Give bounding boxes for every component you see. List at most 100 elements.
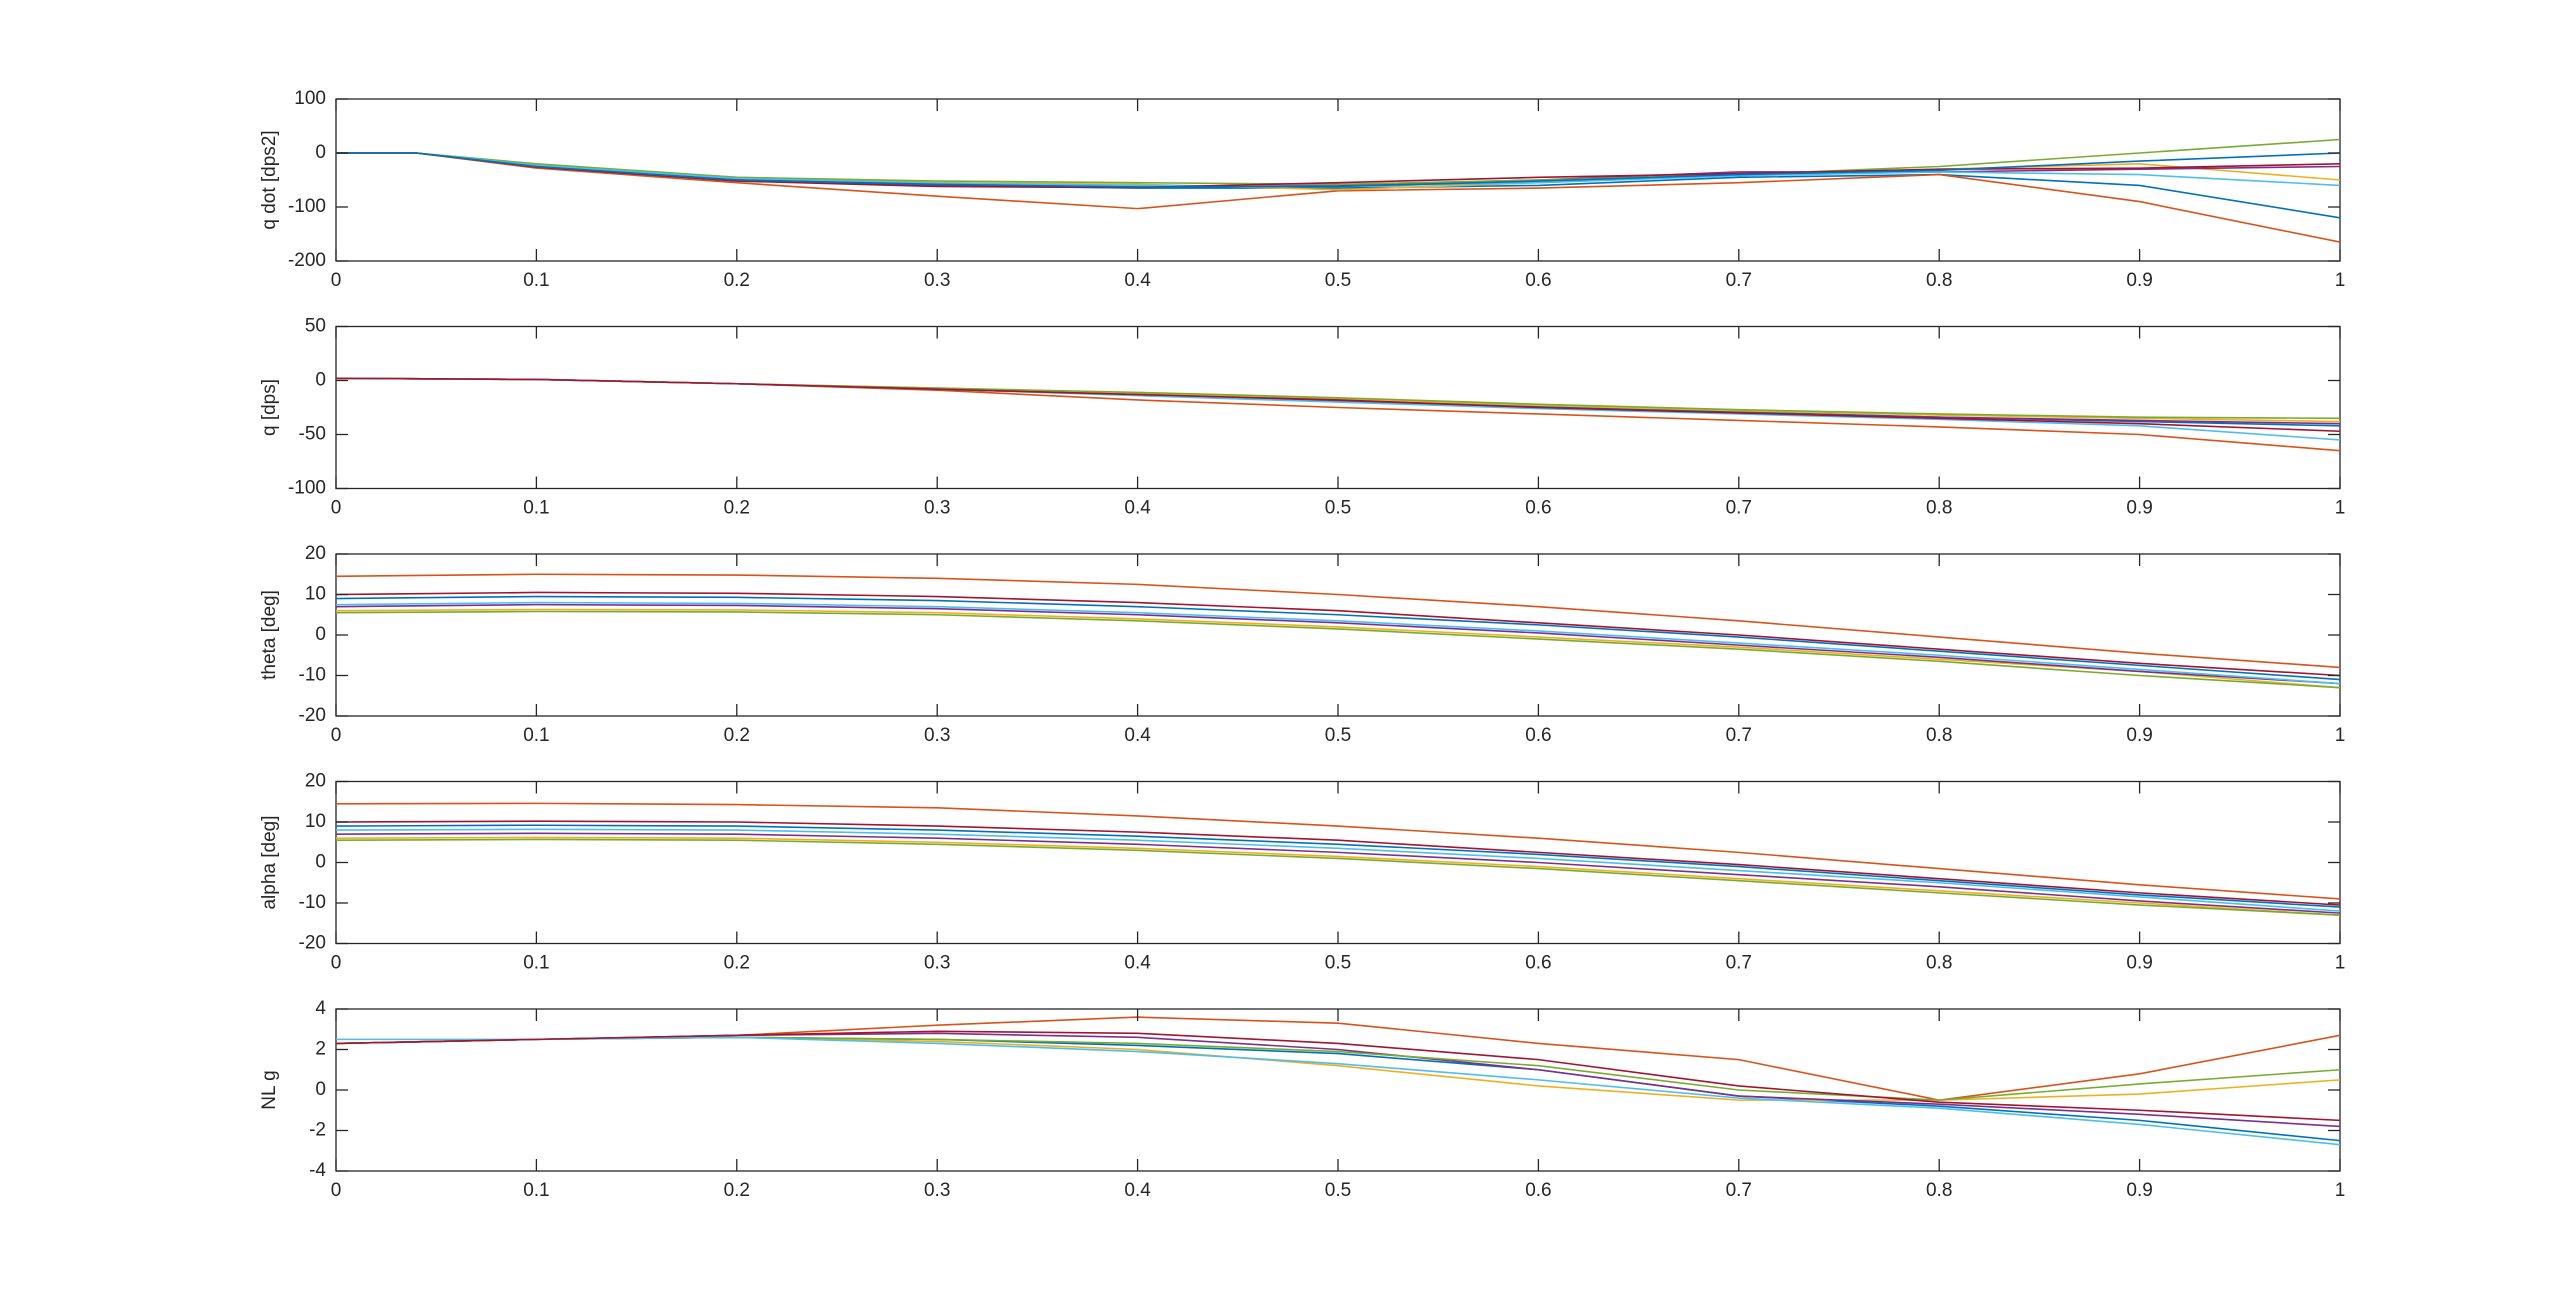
y-tick-label: 20 — [305, 543, 326, 564]
x-tick-label: 0.8 — [1926, 498, 1952, 519]
plot-area — [336, 573, 2340, 689]
plot-area — [336, 138, 2340, 243]
x-tick-label: 0.2 — [724, 725, 750, 746]
series-line — [336, 838, 2340, 916]
series-line — [336, 601, 2340, 685]
series-line — [336, 828, 2340, 912]
series-line — [336, 820, 2340, 906]
x-tick-label: 0.8 — [1926, 953, 1952, 974]
x-tick-label: 0.2 — [724, 498, 750, 519]
x-tick-label: 0 — [331, 953, 342, 974]
x-tick-label: 0.9 — [2126, 270, 2152, 291]
x-tick-label: 1 — [2335, 270, 2346, 291]
y-tick-label: 50 — [305, 316, 326, 337]
series-line — [336, 608, 2340, 689]
x-tick-label: 0.7 — [1726, 725, 1752, 746]
series-line — [336, 138, 2340, 186]
subplot: 0 0.1 0.2 0.3 0.4 0.5 0.6 0.7 0.8 0.9 1 -100 -50 0 50 q… — [259, 316, 2345, 519]
series-line — [336, 836, 2340, 916]
x-tick-label: 0.8 — [1926, 725, 1952, 746]
x-tick-label: 0.7 — [1726, 498, 1752, 519]
x-tick-label: 0.9 — [2126, 953, 2152, 974]
x-tick-label: 0.5 — [1325, 725, 1351, 746]
y-tick-label: 0 — [315, 1079, 326, 1100]
x-tick-label: 0.5 — [1325, 498, 1351, 519]
x-tick-label: 0 — [331, 1180, 342, 1201]
y-tick-label: -20 — [299, 933, 326, 954]
y-tick-label: 20 — [305, 771, 326, 792]
x-tick-label: 0.8 — [1926, 270, 1952, 291]
x-tick-label: 0.7 — [1726, 1180, 1752, 1201]
x-tick-label: 0.4 — [1124, 953, 1151, 974]
x-tick-label: 0.6 — [1525, 725, 1551, 746]
x-tick-label: 0.3 — [924, 270, 950, 291]
x-tick-label: 0.1 — [523, 270, 549, 291]
x-tick-label: 0.6 — [1525, 953, 1551, 974]
axes-box — [335, 553, 2341, 717]
y-axis-label: q [dps] — [259, 379, 280, 436]
x-tick-label: 0.3 — [924, 1180, 950, 1201]
x-tick-label: 0.2 — [724, 1180, 750, 1201]
x-tick-label: 0.4 — [1124, 270, 1151, 291]
plot-area — [336, 1016, 2340, 1146]
y-axis-label: theta [deg] — [259, 590, 280, 680]
y-tick-label: -100 — [288, 196, 326, 217]
subplot: 0 0.1 0.2 0.3 0.4 0.5 0.6 0.7 0.8 0.9 1 -200 -100 0 10… — [259, 88, 2345, 291]
x-tick-label: 1 — [2335, 725, 2346, 746]
series-line — [336, 824, 2340, 908]
x-tick-label: 0.4 — [1124, 498, 1151, 519]
y-tick-label: -2 — [309, 1120, 326, 1141]
x-tick-label: 1 — [2335, 498, 2346, 519]
y-tick-label: -10 — [299, 892, 326, 913]
y-axis-label: NL g — [259, 1070, 280, 1109]
axes-box — [335, 98, 2341, 262]
series-line — [336, 152, 2340, 188]
series-line — [336, 603, 2340, 685]
axes-box — [335, 1008, 2341, 1172]
x-tick-label: 0.6 — [1525, 1180, 1551, 1201]
series-line — [336, 573, 2340, 669]
x-tick-label: 0 — [331, 725, 342, 746]
y-tick-label: 4 — [315, 998, 326, 1019]
x-tick-label: 0.1 — [523, 725, 549, 746]
x-tick-label: 0.9 — [2126, 725, 2152, 746]
x-tick-label: 0.9 — [2126, 1180, 2152, 1201]
series-line — [336, 1030, 2340, 1122]
series-line — [336, 802, 2340, 900]
x-tick-label: 0.3 — [924, 725, 950, 746]
y-tick-label: 10 — [305, 584, 326, 605]
plot-area — [336, 802, 2340, 916]
y-axis-label: alpha [deg] — [259, 815, 280, 909]
x-tick-label: 1 — [2335, 1180, 2346, 1201]
series-line — [336, 832, 2340, 914]
x-tick-label: 0 — [331, 498, 342, 519]
x-tick-label: 0.1 — [523, 953, 549, 974]
y-tick-label: 0 — [315, 142, 326, 163]
series-line — [336, 610, 2340, 689]
series-line — [336, 152, 2340, 243]
x-tick-label: 0 — [331, 270, 342, 291]
x-tick-label: 0.1 — [523, 498, 549, 519]
plot-area — [336, 377, 2340, 452]
x-tick-label: 0.6 — [1525, 498, 1551, 519]
x-tick-label: 0.3 — [924, 498, 950, 519]
x-tick-label: 0.5 — [1325, 953, 1351, 974]
x-tick-label: 0.9 — [2126, 498, 2152, 519]
y-tick-label: -10 — [299, 665, 326, 686]
x-tick-label: 0.8 — [1926, 1180, 1952, 1201]
x-tick-label: 0.1 — [523, 1180, 549, 1201]
x-tick-label: 0.4 — [1124, 1180, 1151, 1201]
y-tick-label: -4 — [309, 1160, 326, 1181]
x-tick-label: 0.7 — [1726, 953, 1752, 974]
x-tick-label: 0.2 — [724, 953, 750, 974]
x-tick-label: 0.5 — [1325, 270, 1351, 291]
series-line — [336, 152, 2340, 188]
y-tick-label: 10 — [305, 811, 326, 832]
subplot: 0 0.1 0.2 0.3 0.4 0.5 0.6 0.7 0.8 0.9 1 -20 -10 0 10 20… — [259, 771, 2345, 974]
series-line — [336, 591, 2340, 677]
y-tick-label: -200 — [288, 250, 326, 271]
series-line — [336, 377, 2340, 433]
x-tick-label: 0.7 — [1726, 270, 1752, 291]
